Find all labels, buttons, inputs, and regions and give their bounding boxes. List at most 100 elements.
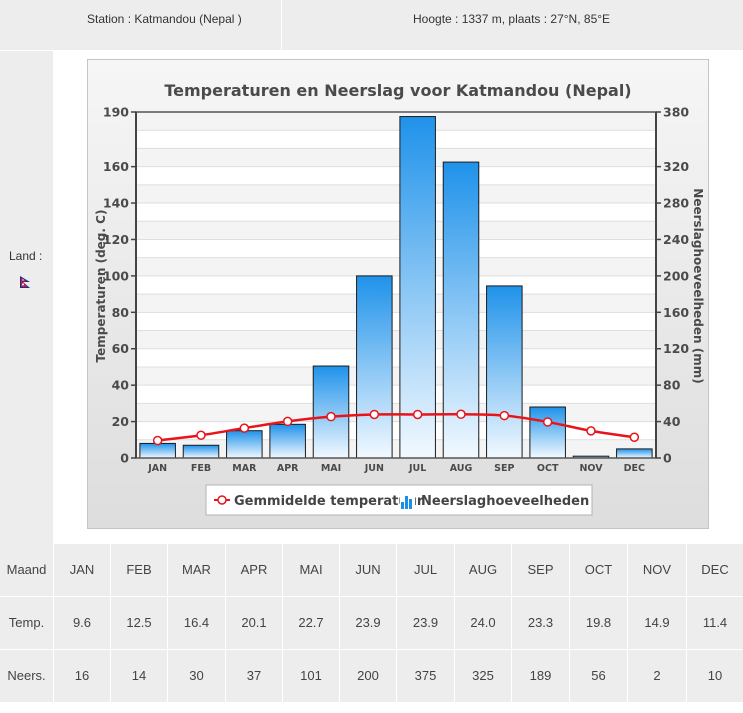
plot-band bbox=[136, 184, 656, 204]
chart-legend: Gemmidelde temperatuur Neerslaghoeveelhe… bbox=[205, 484, 593, 516]
y2-tick-label: 280 bbox=[663, 196, 689, 211]
table-precip-cell: 56 bbox=[570, 650, 627, 702]
y2-tick-label: 320 bbox=[663, 159, 689, 174]
temperature-point bbox=[499, 410, 510, 421]
table-header-cell: JUL bbox=[397, 544, 454, 596]
info-station-cell bbox=[53, 0, 281, 50]
plot-band bbox=[136, 330, 656, 349]
precip-bar bbox=[616, 448, 653, 459]
table-temp-row: Temp. 9.6 12.5 16.4 20.1 22.7 23.9 23.9 24.0 23.3… bbox=[0, 597, 743, 649]
y2-tick-label: 380 bbox=[663, 105, 689, 120]
x-tick-label: AUG bbox=[450, 463, 473, 474]
table-temp-cell: 24.0 bbox=[455, 597, 511, 649]
table-temp-cell: 20.1 bbox=[226, 597, 282, 649]
legend-precip-label: Neerslaghoeveelheden bbox=[421, 494, 589, 509]
chart-title: Temperaturen en Neerslag voor Katmandou … bbox=[164, 81, 631, 100]
table-header-cell: NOV bbox=[628, 544, 686, 596]
table-temp-cell: 11.4 bbox=[687, 597, 743, 649]
table-header-cell: SEP bbox=[512, 544, 569, 596]
y-tick-label: 190 bbox=[103, 105, 129, 120]
plot-band bbox=[136, 366, 656, 386]
y-tick-label: 80 bbox=[112, 305, 130, 320]
temperature-point bbox=[152, 435, 163, 446]
table-precip-cell: 375 bbox=[397, 650, 454, 702]
legend-precip-bar-icon bbox=[400, 494, 415, 509]
x-tick-label: APR bbox=[277, 463, 299, 474]
x-tick-label: MAI bbox=[321, 463, 341, 474]
table-temp-cell: 23.9 bbox=[340, 597, 396, 649]
table-precip-cell: 101 bbox=[283, 650, 339, 702]
table-header-cell: AUG bbox=[455, 544, 511, 596]
table-precip-label: Neers. bbox=[0, 650, 53, 702]
precip-bar bbox=[226, 430, 263, 459]
precip-bar bbox=[529, 406, 566, 459]
table-header-cell: APR bbox=[226, 544, 282, 596]
plot-band bbox=[136, 112, 656, 131]
precip-bar bbox=[356, 275, 393, 459]
y2-tick-label: 40 bbox=[663, 414, 681, 429]
y2-tick-label: 200 bbox=[663, 268, 689, 283]
table-precip-cell: 30 bbox=[168, 650, 225, 702]
info-row-left-pad bbox=[0, 0, 53, 50]
info-height-cell bbox=[282, 0, 743, 50]
table-header-cell: DEC bbox=[687, 544, 743, 596]
temperature-point bbox=[326, 411, 336, 422]
x-tick-label: JAN bbox=[147, 463, 167, 474]
precip-bar bbox=[442, 161, 480, 459]
y-tick-label: 100 bbox=[103, 268, 129, 283]
table-temp-cell: 23.3 bbox=[512, 597, 569, 649]
temperature-point bbox=[239, 423, 250, 433]
y-tick-label: 20 bbox=[112, 414, 130, 429]
temperature-point bbox=[456, 409, 466, 420]
table-header-cell: FEB bbox=[111, 544, 167, 596]
climate-chart: Temperaturen en Neerslag voor Katmandou … bbox=[94, 81, 705, 516]
x-tick-label: FEB bbox=[191, 463, 211, 474]
plot-band bbox=[136, 221, 656, 240]
table-precip-cell: 14 bbox=[111, 650, 167, 702]
land-label: Land : bbox=[9, 249, 43, 263]
table-header-cell: OCT bbox=[570, 544, 627, 596]
temperature-point bbox=[412, 409, 423, 420]
table-temp-cell: 16.4 bbox=[168, 597, 225, 649]
x-tick-label: OCT bbox=[537, 463, 559, 474]
plot-band bbox=[136, 148, 656, 167]
table-precip-cell: 37 bbox=[226, 650, 282, 702]
x-tick-label: NOV bbox=[579, 463, 603, 474]
precip-bar bbox=[486, 285, 523, 459]
x-tick-label: JUN bbox=[364, 463, 384, 474]
land-label-cell bbox=[0, 51, 53, 546]
y2-tick-label: 0 bbox=[663, 451, 672, 466]
table-header-cell: MAI bbox=[283, 544, 339, 596]
legend-temp-label: Gemmidelde temperatuur bbox=[234, 494, 424, 509]
legend-box bbox=[205, 484, 593, 516]
x-tick-label: DEC bbox=[624, 463, 645, 474]
y2-tick-label: 160 bbox=[663, 305, 689, 320]
table-header-cell: JAN bbox=[54, 544, 110, 596]
precip-bar bbox=[269, 423, 306, 459]
table-temp-cell: 23.9 bbox=[397, 597, 454, 649]
table-temp-cell: 14.9 bbox=[628, 597, 686, 649]
table-header-cell: MAR bbox=[168, 544, 225, 596]
plot-band bbox=[136, 439, 656, 458]
table-temp-label: Temp. bbox=[0, 597, 53, 649]
table-temp-cell: 22.7 bbox=[283, 597, 339, 649]
temperature-point bbox=[369, 409, 380, 420]
y-axis-label: Temperaturen (deg. C) bbox=[94, 210, 108, 363]
y2-axis-label: Neerslaghoeveelheden (mm) bbox=[691, 188, 705, 383]
y2-tick-label: 120 bbox=[663, 341, 689, 356]
temperature-point bbox=[196, 430, 206, 440]
table-header-row: Maand JAN FEB MAR APR MAI JUN JUL AUG SEP OCT NOV DE… bbox=[0, 544, 743, 596]
chart-panel: Temperaturen en Neerslag voor Katmandou … bbox=[87, 59, 709, 529]
temperature-point bbox=[629, 432, 640, 442]
x-tick-label: JUL bbox=[408, 463, 426, 474]
temperature-point bbox=[282, 416, 293, 427]
table-precip-cell: 189 bbox=[512, 650, 569, 702]
precip-bar bbox=[399, 116, 436, 459]
y-tick-label: 160 bbox=[103, 159, 129, 174]
precip-bar bbox=[182, 444, 220, 459]
precip-bar bbox=[139, 442, 176, 459]
plot-band bbox=[136, 257, 656, 276]
y2-tick-label: 240 bbox=[663, 232, 689, 247]
y-tick-label: 0 bbox=[120, 451, 129, 466]
x-tick-label: SEP bbox=[494, 463, 514, 474]
